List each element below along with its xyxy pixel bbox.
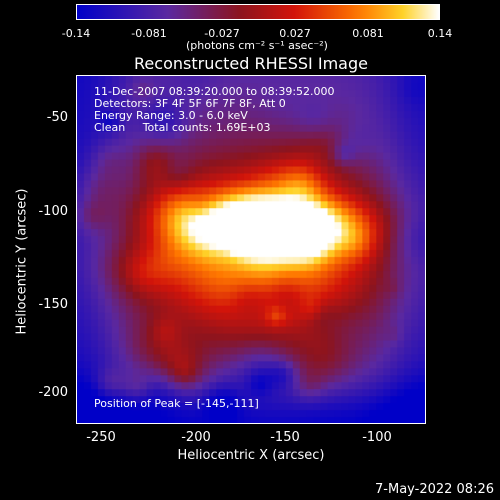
x-axis-label: Heliocentric X (arcsec) <box>177 448 325 463</box>
colorbar-unit-label: (photons cm⁻² s⁻¹ asec⁻²) <box>186 39 328 52</box>
y-axis: -50 -100 -150 -200 <box>0 0 76 500</box>
info-time-range: 11-Dec-2007 08:39:20.000 to 08:39:52.000 <box>94 85 335 98</box>
y-tick-label: -100 <box>38 204 68 219</box>
x-tick-label: -250 <box>86 430 116 445</box>
colorbar-tick-label: 0.14 <box>427 27 453 40</box>
x-tick-label: -150 <box>270 430 300 445</box>
colorbar-tick-label: 0.081 <box>352 27 384 40</box>
colorbar-tick-label: -0.081 <box>131 27 167 40</box>
x-tick-label: -100 <box>362 430 392 445</box>
info-energy-range: Energy Range: 3.0 - 6.0 keV <box>94 109 248 122</box>
footer-timestamp: 7-May-2022 08:26 <box>375 482 494 497</box>
plot-title: Reconstructed RHESSI Image <box>134 54 368 73</box>
colorbar-labels: -0.14 -0.081 -0.027 0.027 0.081 0.14 <box>0 27 500 41</box>
colorbar-tick-label: 0.027 <box>279 27 311 40</box>
y-tick-label: -50 <box>46 110 68 125</box>
y-tick-label: -200 <box>38 385 68 400</box>
y-tick-label: -150 <box>38 297 68 312</box>
info-peak-position: Position of Peak = [-145,-111] <box>94 397 259 410</box>
info-clean-counts: Clean Total counts: 1.69E+03 <box>94 121 271 134</box>
colorbar-tick-label: -0.027 <box>204 27 240 40</box>
image-plot: 11-Dec-2007 08:39:20.000 to 08:39:52.000… <box>76 75 426 424</box>
colorbar <box>76 4 440 20</box>
rhessi-image <box>77 76 425 423</box>
info-detectors: Detectors: 3F 4F 5F 6F 7F 8F, Att 0 <box>94 97 286 110</box>
colorbar-tick-label: -0.14 <box>61 27 91 40</box>
y-axis-label: Heliocentric Y (arcsec) <box>14 188 30 335</box>
x-tick-label: -200 <box>181 430 211 445</box>
x-axis: -250 -200 -150 -100 <box>0 430 500 450</box>
